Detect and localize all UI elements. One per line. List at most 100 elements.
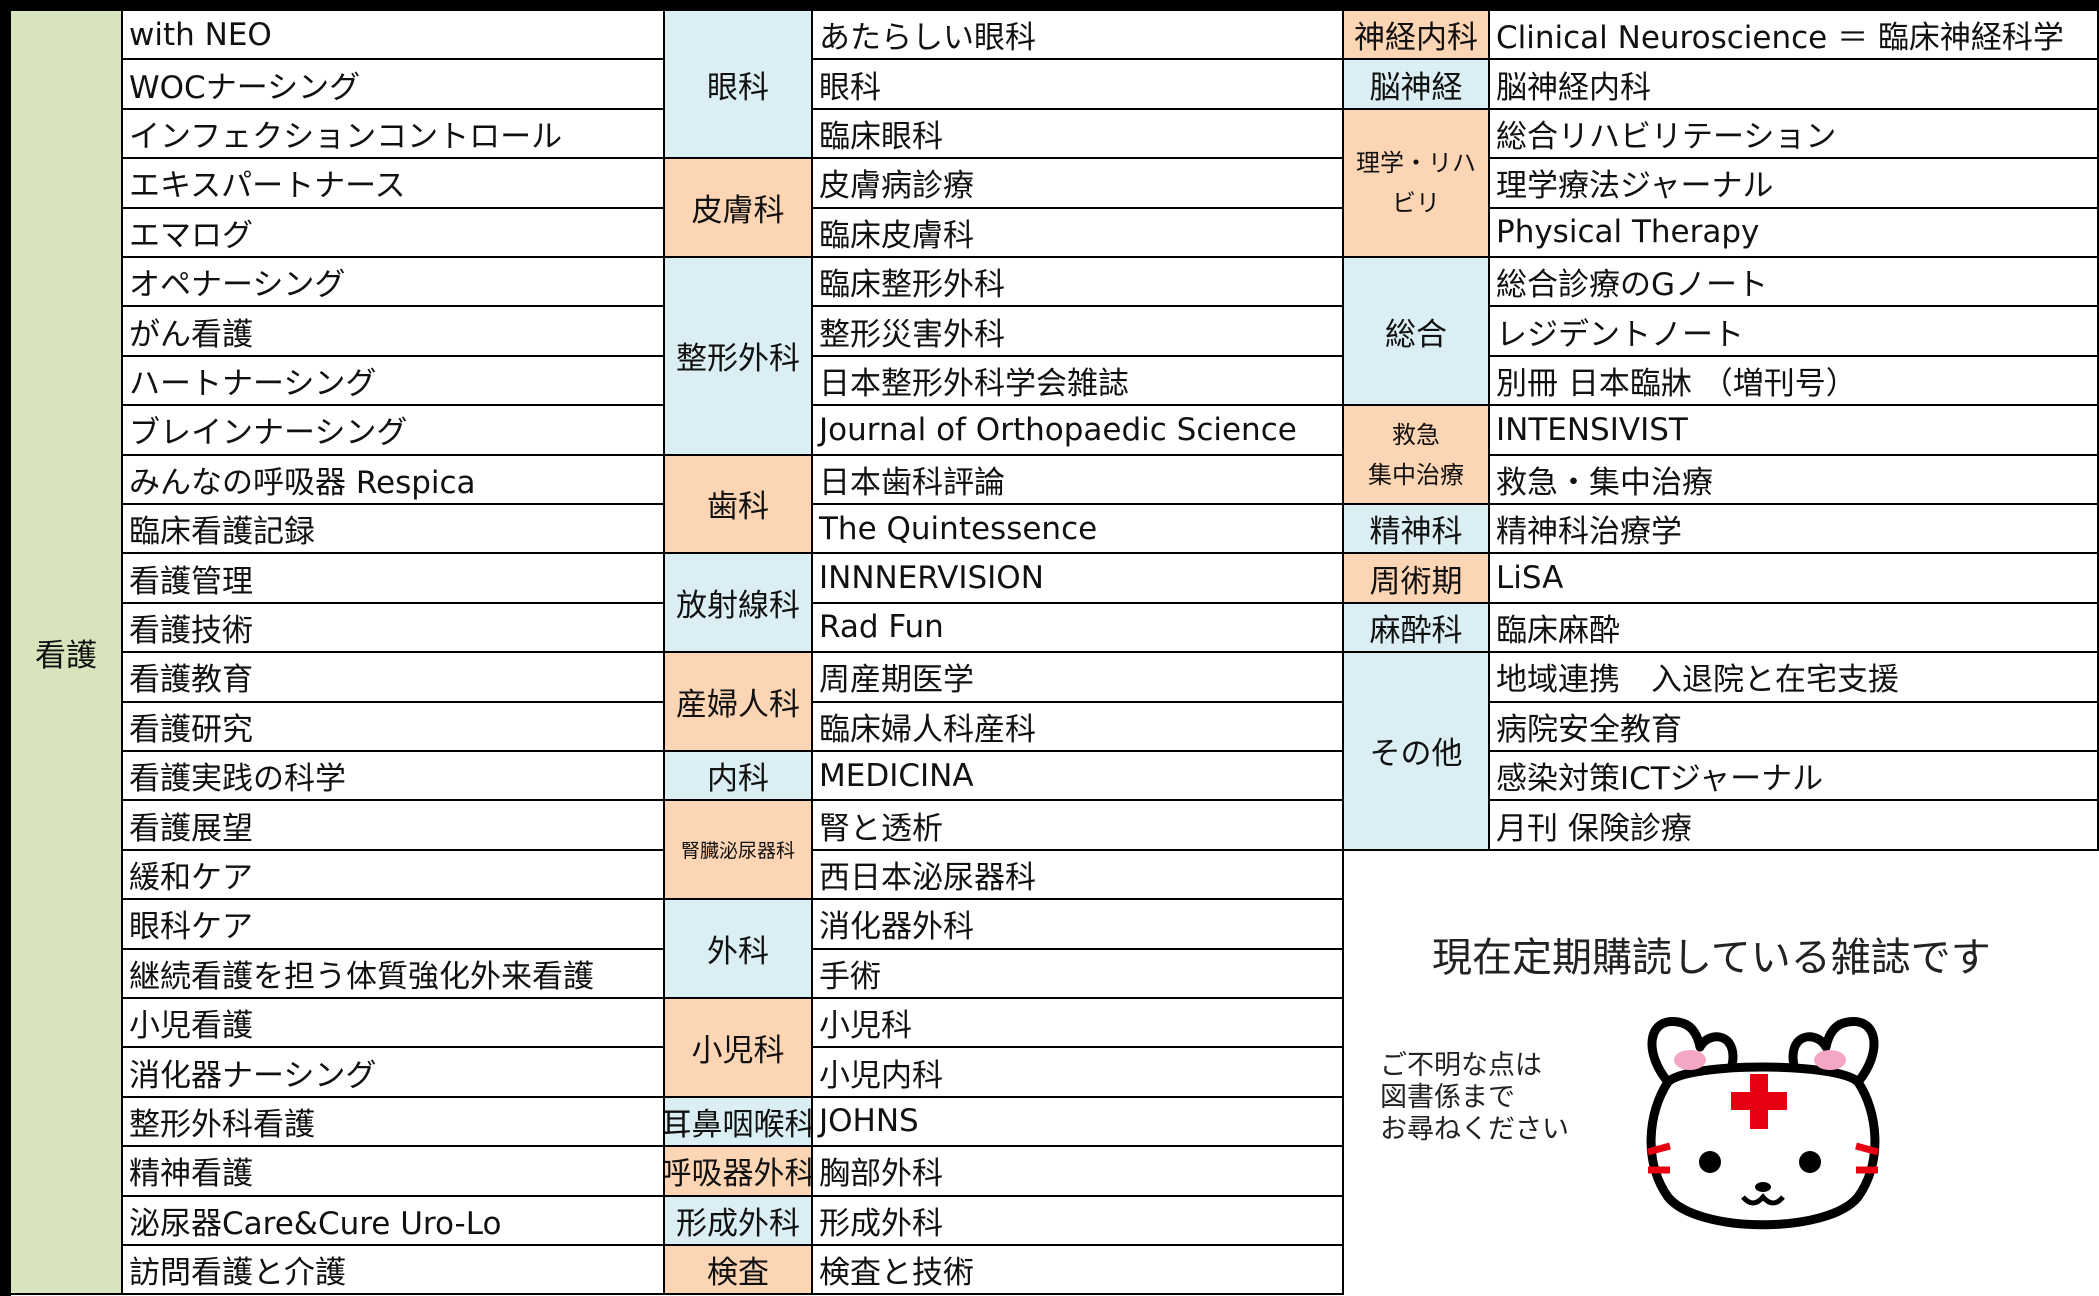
journal: 病院安全教育: [1490, 702, 2099, 752]
label-line: 救急: [1392, 420, 1440, 449]
group-label: 形成外科: [665, 1196, 813, 1246]
journal: 周産期医学: [813, 653, 1344, 703]
journal: 日本整形外科学会雑誌: [813, 356, 1344, 407]
journal: オペナーシング: [123, 258, 665, 308]
journal: LiSA: [1490, 554, 2099, 604]
group-label: 内科: [665, 752, 813, 802]
journal: MEDICINA: [813, 752, 1344, 802]
journal: エマログ: [123, 208, 665, 258]
journal: 理学療法ジャーナル: [1490, 159, 2099, 209]
journal: 検査と技術: [813, 1246, 1344, 1296]
journal: 小児内科: [813, 1048, 1344, 1098]
journal: 感染対策ICTジャーナル: [1490, 752, 2099, 802]
journal: 看護実践の科学: [123, 752, 665, 802]
journal: インフェクションコントロール: [123, 109, 665, 160]
journal: みんなの呼吸器 Respica: [123, 455, 665, 505]
journal: 臨床眼科: [813, 109, 1344, 160]
mascot: [1646, 1017, 1880, 1230]
group-label: 産婦人科: [665, 653, 813, 752]
journal: Journal of Orthopaedic Science: [813, 406, 1344, 456]
journal: 看護研究: [123, 702, 665, 752]
journal: ハートナーシング: [123, 356, 665, 407]
journal: 眼科: [813, 60, 1344, 110]
journal: 手術: [813, 949, 1344, 999]
group-label: 精神科: [1344, 505, 1490, 555]
group-label: その他: [1344, 653, 1490, 851]
journal: 臨床看護記録: [123, 505, 665, 555]
group-label: 検査: [665, 1246, 813, 1296]
group-label: 脳神経: [1344, 60, 1490, 110]
journal: 看護教育: [123, 653, 665, 703]
journal: 脳神経内科: [1490, 60, 2099, 110]
journal: 継続看護を担う体質強化外来看護: [123, 949, 665, 999]
journal: 別冊 日本臨牀 （増刊号）: [1490, 356, 2099, 407]
journal: 腎と透析: [813, 801, 1344, 851]
group-label: 整形外科: [665, 258, 813, 456]
journal: 皮膚病診療: [813, 159, 1344, 209]
contact: ご不明な点は 図書係まで お尋ねください: [1380, 1050, 1640, 1170]
group-label: 救急 集中治療: [1344, 406, 1490, 505]
group-label: 放射線科: [665, 554, 813, 654]
group-label: 看護: [11, 11, 123, 1296]
journal: 整形災害外科: [813, 307, 1344, 357]
journal: 小児看護: [123, 999, 665, 1049]
journal: 形成外科: [813, 1196, 1344, 1246]
journal: INNNERVISION: [813, 554, 1344, 604]
journal: 小児科: [813, 999, 1344, 1049]
journal: 胸部外科: [813, 1147, 1344, 1197]
journal: 臨床婦人科産科: [813, 702, 1344, 752]
group-label: 外科: [665, 900, 813, 999]
label-line: ビリ: [1392, 188, 1440, 217]
label-line: 理学・リハ: [1356, 148, 1476, 177]
journal: 整形外科看護: [123, 1097, 665, 1148]
group-label: 呼吸器外科: [665, 1147, 813, 1197]
journal: The Quintessence: [813, 505, 1344, 555]
journal: 訪問看護と介護: [123, 1246, 665, 1296]
journal: 総合診療のGノート: [1490, 258, 2099, 308]
journal: 消化器ナーシング: [123, 1048, 665, 1098]
group-label: 総合: [1344, 258, 1490, 407]
label-line: 図書係まで: [1380, 1082, 1515, 1113]
journal: エキスパートナース: [123, 159, 665, 209]
journal: 救急・集中治療: [1490, 455, 2099, 505]
journal: ブレインナーシング: [123, 406, 665, 456]
journal: 臨床麻酔: [1490, 603, 2099, 654]
journal: 臨床皮膚科: [813, 208, 1344, 258]
journal: 日本歯科評論: [813, 455, 1344, 505]
group-label: 理学・リハ ビリ: [1344, 109, 1490, 258]
journal: 看護管理: [123, 554, 665, 604]
journal: 総合リハビリテーション: [1490, 109, 2099, 160]
group-label: 皮膚科: [665, 159, 813, 258]
group-label: 腎臓泌尿器科: [665, 801, 813, 901]
group-label: 眼科: [665, 11, 813, 160]
journal: Clinical Neuroscience ＝ 臨床神経科学: [1490, 11, 2099, 61]
journal: 西日本泌尿器科: [813, 850, 1344, 901]
group-label: 歯科: [665, 455, 813, 555]
journal: 眼科ケア: [123, 900, 665, 950]
label-line: 集中治療: [1368, 460, 1464, 489]
journal: INTENSIVIST: [1490, 406, 2099, 456]
journal: with NEO: [123, 11, 665, 61]
journal: 看護技術: [123, 603, 665, 654]
journal: 消化器外科: [813, 900, 1344, 950]
journal: レジデントノート: [1490, 307, 2099, 357]
journal: 精神看護: [123, 1147, 665, 1197]
group-label: 周術期: [1344, 554, 1490, 604]
journal: あたらしい眼科: [813, 11, 1344, 61]
journal: 泌尿器Care&Cure Uro-Lo: [123, 1196, 665, 1246]
journal: Rad Fun: [813, 603, 1344, 654]
group-label: 神経内科: [1344, 11, 1490, 61]
group-label: 耳鼻咽喉科: [665, 1097, 813, 1148]
journal: 緩和ケア: [123, 850, 665, 901]
group-label: 麻酔科: [1344, 603, 1490, 654]
journal: WOCナーシング: [123, 60, 665, 110]
journal: 月刊 保険診療: [1490, 801, 2099, 851]
journal: がん看護: [123, 307, 665, 357]
journal: JOHNS: [813, 1097, 1344, 1148]
notice: 現在定期購読している雑誌です: [1432, 935, 1991, 981]
group-label: 小児科: [665, 999, 813, 1098]
journal: 精神科治療学: [1490, 505, 2099, 555]
label-line: ご不明な点は: [1380, 1050, 1542, 1081]
